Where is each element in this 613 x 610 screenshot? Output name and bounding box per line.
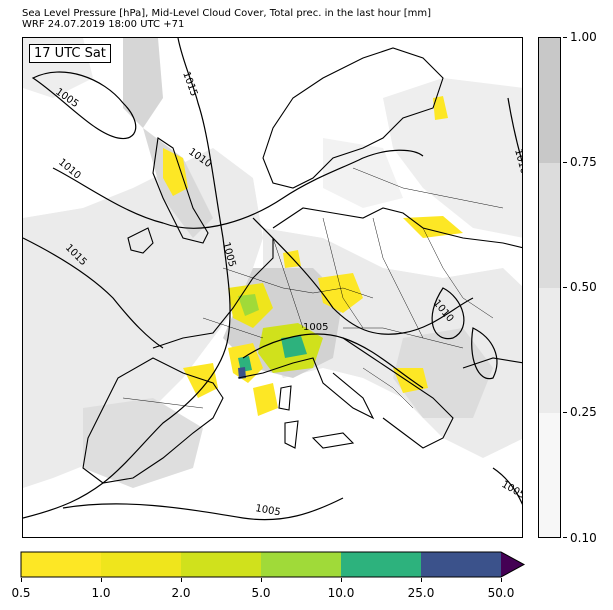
- isobar-label: 1010: [512, 148, 523, 175]
- cloud-cover-segment: [539, 413, 560, 537]
- coastline-layer: [82, 47, 522, 484]
- precip-segment: [21, 552, 101, 577]
- isobar-layer: [23, 38, 522, 521]
- cloud-cover-label: 0.50: [570, 280, 597, 294]
- cloud-cover-label: 0.25: [570, 405, 597, 419]
- isobar-label: 1015: [180, 70, 199, 98]
- precip-tick: [261, 578, 262, 582]
- cloud-cover-tick: [563, 412, 567, 413]
- precip-label: 25.0: [407, 586, 435, 600]
- precip-label: 0.5: [11, 586, 31, 600]
- precip-tick: [101, 578, 102, 582]
- isobar-label: 1005: [303, 322, 328, 333]
- map-panel: 1005 1015 1010 1010 1015 1005 1005 1010 …: [22, 37, 523, 538]
- cloud-cover-label: 0.75: [570, 155, 597, 169]
- precip-tick: [181, 578, 182, 582]
- precip-tick: [21, 578, 22, 582]
- precipitation-colorbar: [20, 551, 526, 578]
- cloud-cover-label: 0.10: [570, 531, 597, 545]
- precip-segment: [261, 552, 341, 577]
- border-layer: [122, 167, 504, 409]
- precip-extend-arrow: [501, 552, 524, 577]
- precip-label: 10.0: [327, 586, 355, 600]
- weather-map: 1005 1015 1010 1010 1015 1005 1005 1010 …: [23, 38, 524, 521]
- cloud-cover-tick: [563, 37, 567, 38]
- precip-label: 5.0: [251, 586, 271, 600]
- precip-segment: [101, 552, 181, 577]
- precip-tick: [421, 578, 422, 582]
- time-badge: 17 UTC Sat: [29, 44, 111, 63]
- cloud-cover-tick: [563, 287, 567, 288]
- cloud-cover-colorbar: [538, 37, 561, 538]
- precip-tick: [341, 578, 342, 582]
- precip-label: 2.0: [171, 586, 191, 600]
- isobar-label: 1005: [254, 503, 281, 518]
- precip-tick: [501, 578, 502, 582]
- isobar-label: 1005: [500, 479, 524, 501]
- precip-colorbar-outline: [20, 551, 526, 578]
- title-line-2: WRF 24.07.2019 18:00 UTC +71: [22, 19, 185, 30]
- cloud-cover-segment: [539, 38, 560, 163]
- cloud-cover-segment: [539, 288, 560, 413]
- isobar-label: 1010: [56, 157, 83, 182]
- cloud-cover-label: 1.00: [570, 30, 597, 44]
- cloud-cover-layer: [23, 38, 522, 488]
- cloud-cover-tick: [563, 162, 567, 163]
- precip-label: 50.0: [487, 586, 515, 600]
- precip-label: 1.0: [91, 586, 111, 600]
- precip-segment: [181, 552, 261, 577]
- precip-segment: [341, 552, 421, 577]
- cloud-cover-segment: [539, 163, 560, 288]
- precip-segment: [421, 552, 501, 577]
- title-line-1: Sea Level Pressure [hPa], Mid-Level Clou…: [22, 8, 432, 19]
- cloud-cover-tick: [563, 537, 567, 538]
